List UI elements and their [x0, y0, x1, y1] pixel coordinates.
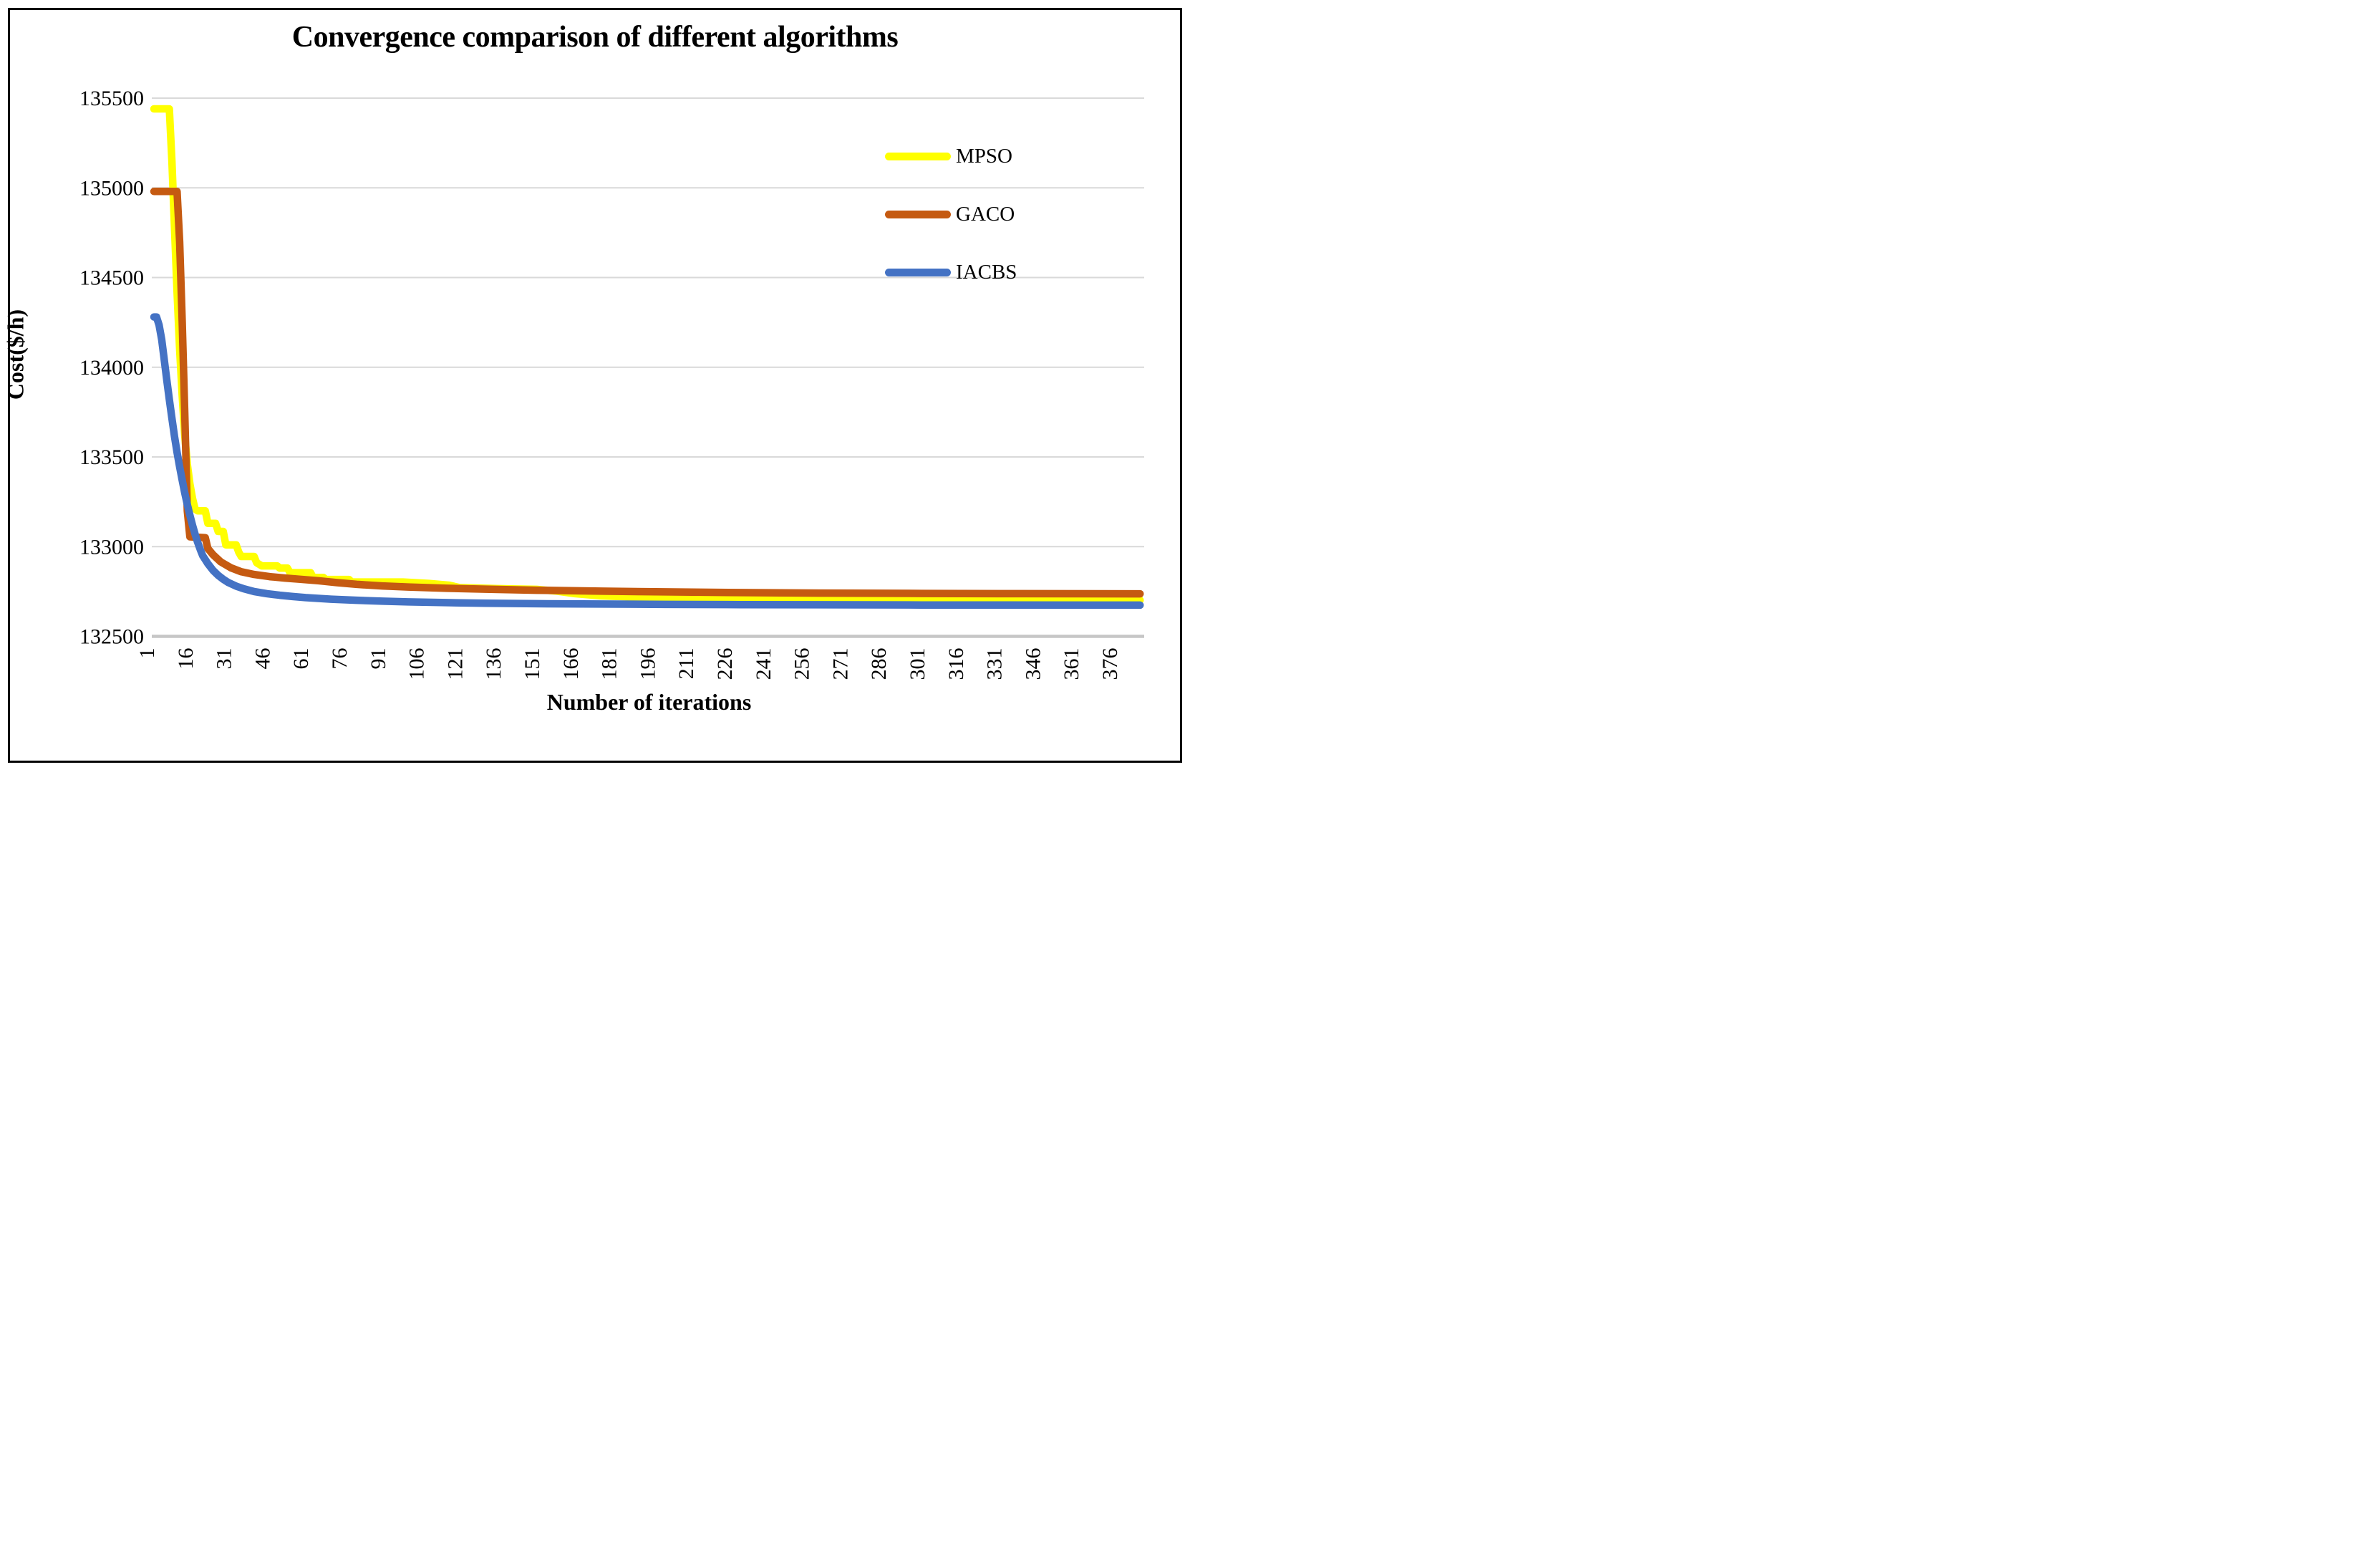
y-tick-label: 135000 — [79, 176, 144, 200]
chart-figure: Convergence comparison of different algo… — [0, 0, 1190, 771]
legend-item-mpso: MPSO — [885, 127, 1017, 185]
y-tick-label: 132500 — [79, 625, 144, 649]
y-tick-label: 133000 — [79, 535, 144, 559]
x-tick-label: 1 — [135, 648, 159, 659]
x-tick-label: 136 — [482, 648, 505, 680]
x-tick-label: 46 — [251, 648, 274, 670]
x-tick-label: 121 — [443, 648, 467, 680]
x-tick-label: 91 — [367, 648, 390, 670]
legend-item-iacbs: IACBS — [885, 244, 1017, 302]
x-tick-label: 106 — [405, 648, 429, 680]
x-tick-label: 211 — [674, 648, 698, 680]
legend-label-gaco: GACO — [956, 203, 1015, 226]
x-tick-label: 256 — [790, 648, 814, 680]
x-tick-label: 31 — [213, 648, 236, 670]
x-tick-label: 151 — [521, 648, 544, 680]
legend-label-iacbs: IACBS — [956, 261, 1017, 284]
y-tick-label: 135500 — [79, 87, 144, 110]
x-tick-label: 301 — [906, 648, 929, 680]
x-tick-label: 166 — [559, 648, 583, 680]
x-tick-label: 61 — [289, 648, 313, 670]
x-tick-label: 76 — [328, 648, 352, 670]
x-axis-title: Number of iterations — [546, 689, 752, 715]
x-tick-label: 346 — [1021, 648, 1045, 680]
y-tick-label: 133500 — [79, 445, 144, 469]
x-tick-label: 241 — [752, 648, 775, 680]
y-axis-title: Cost($/h) — [2, 309, 29, 400]
x-tick-label: 181 — [598, 648, 621, 680]
iacbs-line-swatch — [885, 269, 951, 276]
legend-item-gaco: GACO — [885, 185, 1017, 244]
x-tick-label: 16 — [174, 648, 198, 670]
chart-title: Convergence comparison of different algo… — [291, 21, 899, 54]
series-line-iacbs — [150, 313, 1144, 609]
legend-label-mpso: MPSO — [956, 145, 1012, 168]
x-tick-label: 376 — [1098, 648, 1122, 680]
x-tick-label: 286 — [867, 648, 891, 680]
mpso-line-swatch — [885, 153, 951, 160]
figure-border — [8, 8, 1182, 763]
x-tick-label: 196 — [636, 648, 659, 680]
x-tick-label: 361 — [1060, 648, 1083, 680]
y-tick-label: 134000 — [79, 356, 144, 380]
x-tick-label: 226 — [713, 648, 737, 680]
plot-area: 135500 135000 134500 134000 133500 133000 1325… — [79, 87, 1144, 680]
y-tick-label: 134500 — [79, 266, 144, 290]
x-tick-label: 316 — [944, 648, 968, 680]
x-tick-label: 331 — [983, 648, 1007, 680]
x-tick-label: 271 — [828, 648, 852, 680]
gaco-line-swatch — [885, 211, 951, 218]
legend: MPSO GACO IACBS — [885, 127, 1017, 302]
